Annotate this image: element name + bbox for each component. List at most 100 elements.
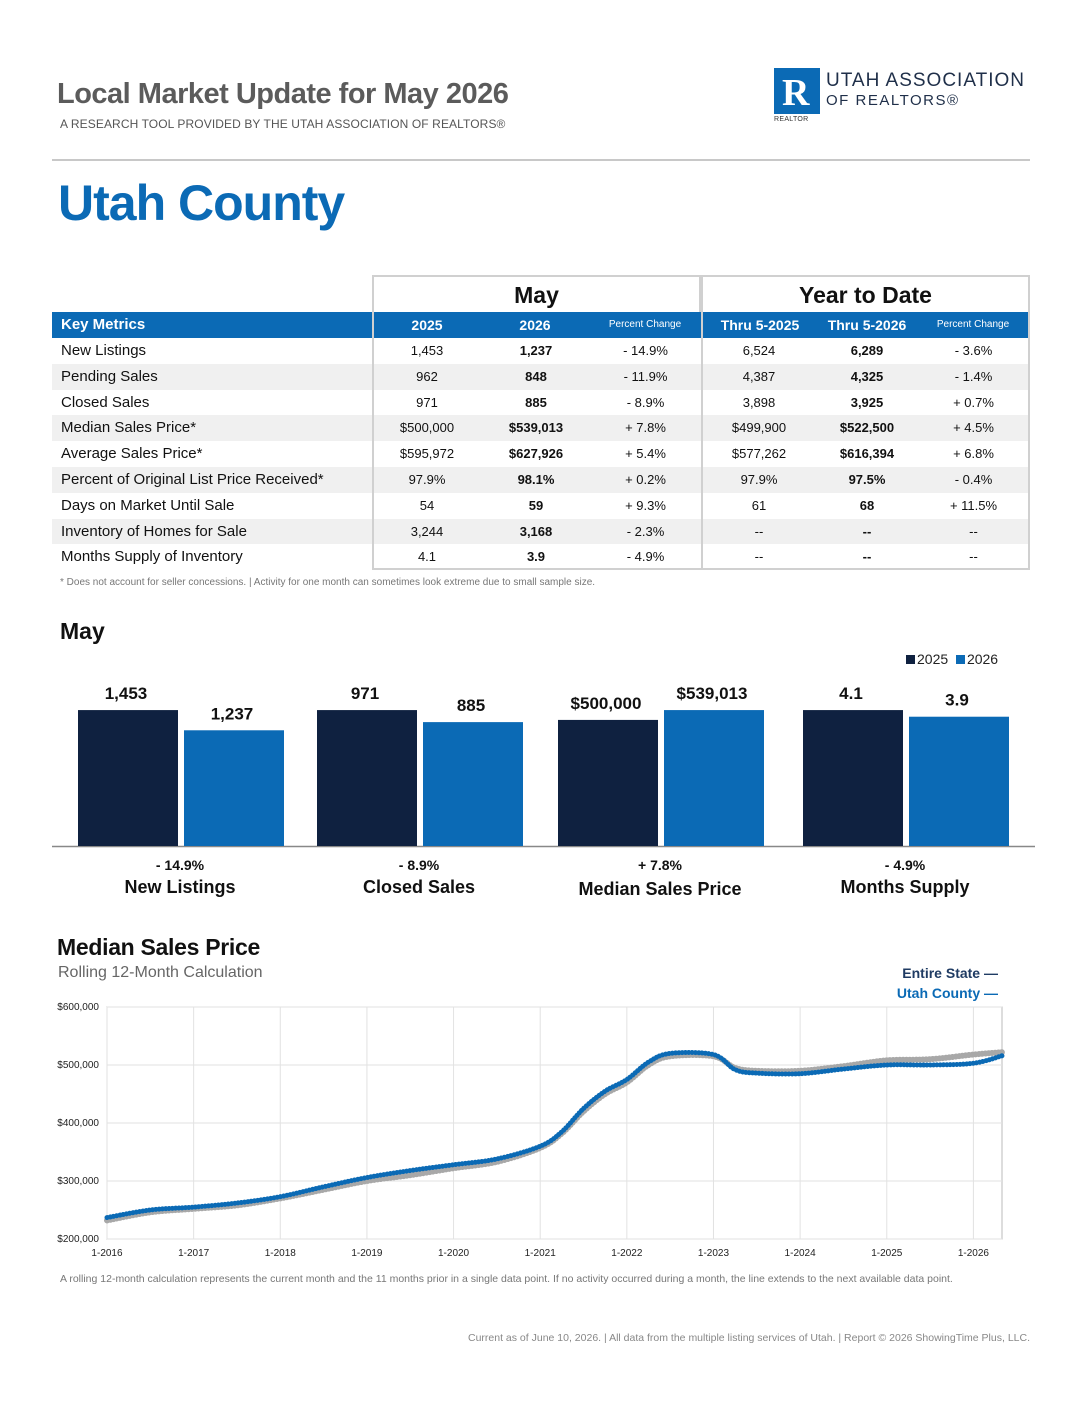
- legend-2026: 2026: [966, 651, 999, 667]
- msp-title: Median Sales Price: [57, 934, 260, 960]
- bar-category-label: Months Supply: [840, 877, 970, 897]
- row-label: Inventory of Homes for Sale: [61, 522, 247, 540]
- cell-v1: 1,453: [410, 343, 444, 358]
- header-2026: 2026: [519, 317, 551, 333]
- y-tick-label: $200,000: [57, 1234, 99, 1245]
- association-logo: R REALTOR UTAH ASSOCIATION OF REALTORS®: [774, 68, 1034, 124]
- cell-t1: 6,524: [742, 343, 776, 358]
- legend-2025: 2025: [917, 651, 949, 667]
- cell-t1: $577,262: [731, 446, 787, 462]
- legend-2025-swatch: [906, 655, 915, 664]
- x-tick-label: 1-2024: [785, 1248, 817, 1259]
- cell-v1: 54: [419, 497, 435, 513]
- bar-value-label: $500,000: [571, 694, 642, 713]
- row-label: Closed Sales: [61, 393, 150, 411]
- realtor-r-icon: R: [774, 68, 820, 114]
- cell-v2: $627,926: [508, 446, 564, 462]
- x-tick-label: 1-2022: [611, 1248, 643, 1259]
- cell-v2: 848: [525, 368, 547, 384]
- bar-category-label: Median Sales Price: [578, 879, 742, 899]
- header-divider: [52, 159, 1030, 161]
- table-row: Median Sales Price* $500,000 $539,013 + 7.8…: [52, 415, 1030, 442]
- row-label: Pending Sales: [61, 367, 158, 385]
- y-tick-label: $400,000: [57, 1118, 99, 1129]
- bar-legend: 2025 2026: [906, 651, 998, 667]
- cell-v2: 59: [528, 497, 544, 513]
- cell-t2: 68: [859, 497, 875, 513]
- table-body: New Listings 1,453 1,237 - 14.9% 6,524 6,289 -…: [52, 338, 1030, 570]
- may-bar-chart: 1,453 1,237 971 885 $500,000 $539,013 4.1 3.9: [52, 684, 1035, 848]
- cell-p1: - 8.9%: [626, 394, 665, 410]
- x-tick-label: 1-2019: [351, 1248, 383, 1259]
- table-row: Percent of Original List Price Received*…: [52, 466, 1030, 493]
- bar-percent-change: - 8.9%: [398, 857, 440, 873]
- table-row: Closed Sales 971 885 - 8.9% 3,898 3,925 + 0.7%: [52, 390, 1030, 416]
- cell-t1: 61: [751, 497, 767, 513]
- group-head-ytd: Year to Date: [701, 275, 1030, 312]
- legend-entire-state: Entire State —: [902, 965, 998, 981]
- bar-value-label: 4.1: [839, 684, 863, 703]
- bar-percent-change: - 14.9%: [155, 857, 205, 873]
- report-subtitle: A RESEARCH TOOL PROVIDED BY THE UTAH ASS…: [60, 117, 506, 131]
- series-utah-county: [104, 1049, 1005, 1221]
- header-percent-change-may: Percent Change: [608, 319, 682, 330]
- row-label: New Listings: [61, 342, 147, 359]
- cell-p1: - 14.9%: [623, 343, 668, 358]
- header-thru-2025: Thru 5-2025: [720, 317, 800, 333]
- msp-subtitle: Rolling 12-Month Calculation: [58, 964, 263, 981]
- cell-v1: 962: [416, 368, 438, 384]
- page-footer: Current as of June 10, 2026. | All data …: [468, 1332, 1030, 1344]
- x-tick-label: 1-2016: [91, 1248, 123, 1259]
- bar-2026-2: [664, 710, 764, 846]
- series-utah-county-core: [106, 1050, 1003, 1220]
- bar-percent-change: - 4.9%: [884, 857, 926, 873]
- cell-p1: - 4.9%: [626, 549, 665, 565]
- cell-p2: - 3.6%: [954, 343, 993, 358]
- cell-p2: --: [969, 549, 978, 565]
- cell-v2: 885: [525, 394, 547, 410]
- y-tick-label: $300,000: [57, 1176, 99, 1187]
- bar-2026-1: [423, 722, 523, 846]
- cell-t2: $616,394: [839, 446, 895, 462]
- cell-t1: --: [754, 523, 764, 539]
- cell-v1: $500,000: [399, 420, 455, 436]
- cell-t2: --: [862, 549, 872, 565]
- cell-v2: 98.1%: [517, 471, 555, 487]
- county-title: Utah County: [58, 175, 345, 231]
- group-head-may: May: [372, 275, 701, 312]
- x-tick-label: 1-2023: [698, 1248, 730, 1259]
- bar-value-label: 885: [457, 696, 485, 715]
- table-header-row: Key Metrics 2025 2026 Percent Change Thr…: [52, 312, 1030, 338]
- cell-v2: $539,013: [508, 420, 564, 436]
- bar-2025-0: [78, 710, 178, 846]
- bar-2025-1: [317, 710, 417, 846]
- cell-p1: - 2.3%: [626, 523, 665, 539]
- x-tick-label: 1-2026: [958, 1248, 990, 1259]
- x-tick-label: 1-2020: [438, 1248, 470, 1259]
- legend-2026-swatch: [955, 655, 965, 664]
- y-tick-label: $500,000: [57, 1060, 99, 1071]
- cell-p1: + 7.8%: [625, 420, 666, 436]
- row-label: Days on Market Until Sale: [61, 496, 235, 514]
- cell-v2: 1,237: [519, 343, 553, 358]
- table-row: Days on Market Until Sale 54 59 + 9.3% 61 68 +…: [52, 493, 1030, 519]
- cell-p2: + 4.5%: [953, 420, 994, 436]
- cell-t1: --: [754, 549, 764, 565]
- cell-v1: $595,972: [399, 446, 455, 462]
- cell-t1: 97.9%: [740, 471, 778, 487]
- y-tick-label: $600,000: [57, 1002, 99, 1013]
- header-thru-2026: Thru 5-2026: [827, 317, 907, 333]
- cell-p1: + 0.2%: [625, 471, 666, 487]
- legend-utah-county: Utah County —: [896, 985, 998, 1001]
- cell-t1: 4,387: [742, 368, 776, 384]
- cell-v1: 4.1: [417, 549, 437, 565]
- median-price-line-chart: $200,000 $300,000 $400,000 $500,000 $600,000…: [57, 1002, 1006, 1259]
- row-label: Months Supply of Inventory: [61, 548, 243, 566]
- cell-t2: 97.5%: [848, 471, 886, 487]
- x-tick-label: 1-2017: [178, 1248, 210, 1259]
- cell-p2: + 11.5%: [949, 497, 998, 513]
- cell-p2: - 0.4%: [954, 471, 993, 487]
- table-footnote: * Does not account for seller concession…: [60, 577, 596, 588]
- bar-category-label: Closed Sales: [362, 877, 476, 897]
- x-tick-label: 1-2018: [265, 1248, 297, 1259]
